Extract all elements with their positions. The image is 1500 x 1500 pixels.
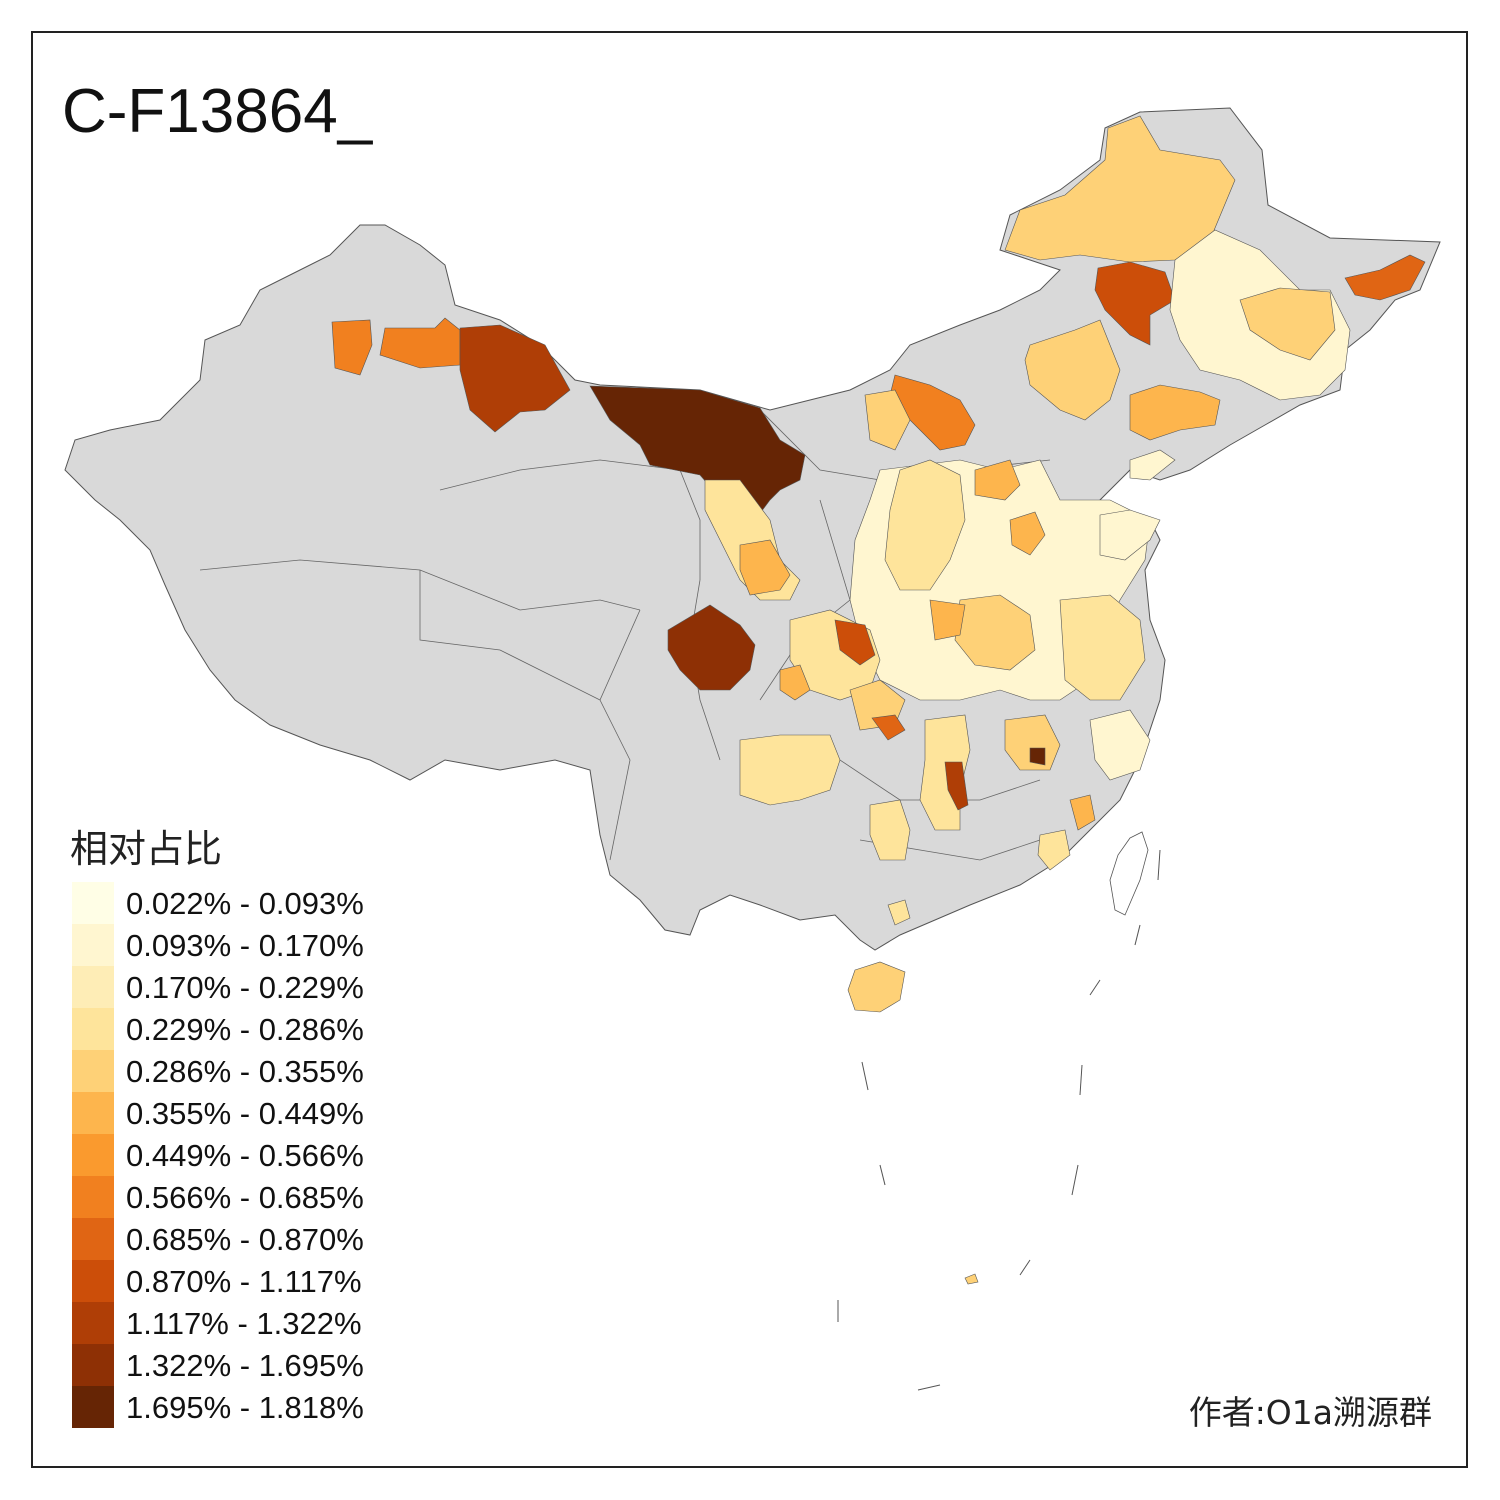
legend-item: 0.685% - 0.870% bbox=[72, 1218, 402, 1260]
region-hebei bbox=[974, 459, 1021, 501]
legend-item: 0.566% - 0.685% bbox=[72, 1176, 402, 1218]
legend-swatch bbox=[72, 1302, 114, 1344]
legend-label: 1.117% - 1.322% bbox=[126, 1306, 362, 1341]
region-heilongjiang-east bbox=[1239, 287, 1336, 361]
legend-swatch bbox=[72, 1386, 114, 1428]
region-qinghai-yushu bbox=[667, 604, 756, 691]
legend-swatch bbox=[72, 966, 114, 1008]
region-sichuan-garze bbox=[779, 664, 811, 701]
region-innermongolia-ordos bbox=[864, 389, 911, 451]
legend-label: 0.093% - 0.170% bbox=[126, 928, 364, 963]
legend-item: 1.117% - 1.322% bbox=[72, 1302, 402, 1344]
map-title: C-F13864_ bbox=[62, 77, 373, 146]
legend-swatch bbox=[72, 1218, 114, 1260]
region-sichuan-nanchong bbox=[834, 619, 876, 666]
region-hainan bbox=[847, 961, 906, 1013]
legend-item: 0.355% - 0.449% bbox=[72, 1092, 402, 1134]
region-liaodong bbox=[1129, 449, 1176, 481]
south-china-sea-islands bbox=[837, 849, 1161, 1391]
legend-label: 1.695% - 1.818% bbox=[126, 1390, 364, 1425]
legend-item: 0.170% - 0.229% bbox=[72, 966, 402, 1008]
legend-label: 0.449% - 0.566% bbox=[126, 1138, 364, 1173]
region-shandong-peninsula bbox=[1009, 511, 1046, 556]
region-yunnan-north bbox=[739, 734, 841, 806]
legend-label: 0.170% - 0.229% bbox=[126, 970, 364, 1005]
author-credit: 作者:O1a溯源群 bbox=[1188, 1393, 1432, 1432]
region-henan bbox=[954, 594, 1036, 671]
region-guizhou bbox=[869, 799, 911, 861]
legend-label: 0.566% - 0.685% bbox=[126, 1180, 364, 1215]
legend-item: 0.093% - 0.170% bbox=[72, 924, 402, 966]
legend-swatch bbox=[72, 1176, 114, 1218]
legend-swatch bbox=[72, 1344, 114, 1386]
region-jiamusi bbox=[1344, 254, 1426, 301]
legend-swatch bbox=[72, 1008, 114, 1050]
legend-swatch bbox=[72, 1050, 114, 1092]
region-fujian-coast bbox=[1069, 794, 1096, 831]
legend-item: 1.695% - 1.818% bbox=[72, 1386, 402, 1428]
legend-swatch bbox=[72, 882, 114, 924]
region-taiwan bbox=[1109, 831, 1149, 916]
legend-title: 相对占比 bbox=[70, 827, 223, 871]
region-gansu-jiuquan bbox=[589, 385, 806, 521]
region-hulunbuir-south bbox=[1094, 261, 1176, 346]
region-liaoning-west bbox=[1129, 384, 1221, 441]
legend-label: 1.322% - 1.695% bbox=[126, 1348, 364, 1383]
region-guangdong-west bbox=[887, 899, 911, 926]
legend-swatch bbox=[72, 1092, 114, 1134]
region-chongqing-east bbox=[871, 714, 906, 741]
region-hunan-changsha bbox=[944, 761, 969, 811]
legend-item: 0.229% - 0.286% bbox=[72, 1008, 402, 1050]
region-jiangxi bbox=[1004, 714, 1061, 771]
legend-label: 0.355% - 0.449% bbox=[126, 1096, 364, 1131]
region-zhejiang bbox=[1089, 709, 1151, 781]
island-reef bbox=[964, 1273, 979, 1285]
map-frame bbox=[31, 31, 1468, 1468]
region-gansu-south bbox=[739, 539, 791, 596]
legend-item: 0.449% - 0.566% bbox=[72, 1134, 402, 1176]
legend-label: 0.685% - 0.870% bbox=[126, 1222, 364, 1257]
legend-swatch bbox=[72, 924, 114, 966]
legend-label: 0.286% - 0.355% bbox=[126, 1054, 364, 1089]
legend-label: 0.022% - 0.093% bbox=[126, 886, 364, 921]
legend-swatch bbox=[72, 1260, 114, 1302]
legend-item: 0.286% - 0.355% bbox=[72, 1050, 402, 1092]
region-xinjiang-tacheng bbox=[331, 319, 373, 376]
region-shaanxi-south bbox=[929, 599, 966, 641]
legend-item: 1.322% - 1.695% bbox=[72, 1344, 402, 1386]
region-xinjiang-altay bbox=[459, 324, 571, 433]
legend-label: 0.229% - 0.286% bbox=[126, 1012, 364, 1047]
legend-item: 0.022% - 0.093% bbox=[72, 882, 402, 924]
region-shanxi bbox=[884, 459, 966, 591]
region-shandong bbox=[1099, 509, 1161, 561]
region-anhui-jiangsu bbox=[1059, 594, 1146, 701]
region-fujian bbox=[1037, 829, 1071, 871]
legend-swatch bbox=[72, 1134, 114, 1176]
region-innermongolia-chifeng bbox=[1024, 319, 1121, 421]
legend-label: 0.870% - 1.117% bbox=[126, 1264, 362, 1299]
legend-item: 0.870% - 1.117% bbox=[72, 1260, 402, 1302]
legend: 0.022% - 0.093% 0.093% - 0.170% 0.170% - 0… bbox=[72, 882, 402, 1428]
region-jiangxi-nanchang bbox=[1029, 747, 1046, 766]
